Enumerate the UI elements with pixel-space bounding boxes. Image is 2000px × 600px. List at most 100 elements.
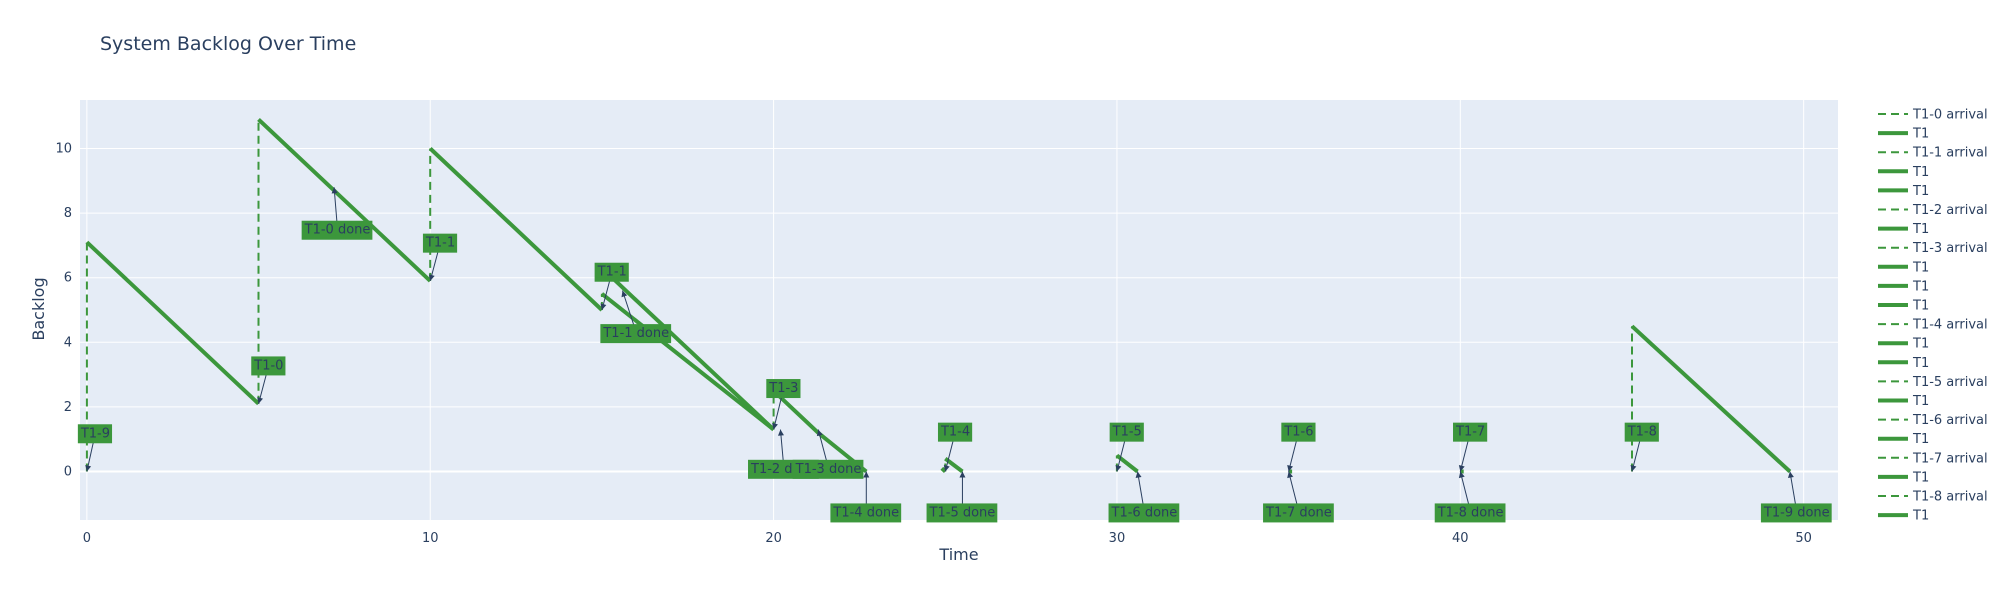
annotation-arrowhead [428,274,435,281]
annotation: T1-6 [1281,422,1316,472]
annotation: T1-9 done [1760,471,1832,523]
annotation: T1-8 done [1434,471,1506,523]
legend-item[interactable]: T1 [1878,394,1929,409]
legend-item[interactable]: T1 [1878,184,1929,199]
legend-label: T1-7 arrival [1912,451,1988,466]
annotation-label-bg [926,503,998,523]
annotation-label: T1-8 done [1437,505,1504,520]
annotation-arrowhead [1287,464,1294,472]
legend-label: T1 [1912,279,1929,294]
annotation-label-bg [422,233,458,253]
backlog-line-13 [940,466,947,473]
annotation-arrowhead [257,397,263,404]
annotation-arrowhead [863,471,870,478]
plot-area [80,100,1838,520]
legend-item[interactable]: T1 [1878,222,1929,237]
legend-item[interactable]: T1-6 arrival [1878,413,1988,428]
annotation-label-bg [1624,422,1659,442]
annotation-label: T1-0 done [304,223,371,238]
legend-item[interactable]: T1 [1878,260,1929,275]
legend-item[interactable]: T1-4 arrival [1878,318,1988,333]
annotation-label-bg [1434,503,1506,523]
annotation: T1-5 done [926,471,998,523]
y-tick-label: 8 [64,206,72,221]
y-tick-label: 0 [64,465,72,480]
legend-item[interactable]: T1-3 arrival [1878,241,1988,256]
legend-label: T1 [1912,470,1929,485]
chart-title: System Backlog Over Time [100,33,356,55]
annotation-label-bg [77,424,113,444]
annotation: T1-6 done [1108,471,1180,523]
annotation-label-bg [830,503,902,523]
legend-label: T1 [1912,127,1929,142]
legend-item[interactable]: T1 [1878,337,1929,352]
grid-layer [80,100,1838,520]
legend-item[interactable]: T1 [1878,470,1929,485]
x-tick-label: 30 [1109,531,1126,546]
annotation-label-bg [1108,503,1180,523]
legend-item[interactable]: T1-2 arrival [1878,203,1988,218]
annotation-arrowhead [943,464,950,472]
legend-label: T1 [1912,165,1929,180]
annotation-label-bg [1109,422,1144,442]
legend-item[interactable]: T1-5 arrival [1878,375,1988,390]
legend-label: T1 [1912,432,1929,447]
backlog-line-1 [85,240,260,406]
legend-label: T1-4 arrival [1912,318,1988,333]
legend-item[interactable]: T1 [1878,356,1929,371]
legend-item[interactable]: T1-1 arrival [1878,146,1988,161]
annotation: T1-3 done [792,429,864,479]
annotation-layer: T1-9 T1-0 T1-0 done T1-1 T1-1 T1-1 done T1-3 T1… [77,187,1832,523]
legend-item[interactable]: T1 [1878,299,1929,314]
legend-label: T1-3 arrival [1912,241,1988,256]
annotation-arrowhead [959,471,966,478]
x-tick-label: 40 [1452,531,1469,546]
legend-label: T1-0 arrival [1912,108,1988,123]
backlog-line-3 [257,117,432,283]
y-tick-label: 10 [55,141,72,156]
legend-label: T1-1 arrival [1912,146,1988,161]
legend-item[interactable]: T1 [1878,279,1929,294]
annotation-label-bg [301,220,373,240]
annotation-label-bg [251,356,286,376]
annotation-label-bg [792,459,864,479]
annotation-label-bg [1281,422,1316,442]
legend-label: T1 [1912,356,1929,371]
annotation: T1-3 [766,379,801,430]
legend-item[interactable]: T1 [1878,127,1929,142]
annotation: T1-5 [1109,422,1144,472]
annotation-arrowhead [621,290,628,298]
annotation-arrowhead [1115,464,1122,472]
annotation-label: T1-1 done [602,326,669,341]
annotation-label-bg [594,262,629,282]
annotation-label: T1-9 done [1763,505,1830,520]
annotation-label: T1-3 done [795,462,862,477]
annotation: T1-7 done [1263,471,1334,523]
legend-label: T1 [1912,299,1929,314]
y-tick-label: 6 [64,271,72,286]
legend-item[interactable]: T1 [1878,432,1929,447]
legend-item[interactable]: T1-8 arrival [1878,490,1988,505]
annotation-label: T1-5 [1112,425,1142,440]
legend[interactable]: T1-0 arrival T1 T1-1 arrival T1 T1 T1-2 arriv… [1878,108,1988,524]
annotation: T1-0 done [301,187,373,240]
annotation-label-bg [600,324,672,344]
legend-label: T1 [1912,337,1929,352]
x-tick-label: 0 [83,531,91,546]
annotation-arrowhead [772,422,778,430]
legend-label: T1 [1912,394,1929,409]
legend-item[interactable]: T1-7 arrival [1878,451,1988,466]
x-axis-title: Time [938,545,978,564]
annotation-label-bg [766,379,801,399]
annotation-arrowhead [777,429,784,436]
y-tick-label: 4 [64,335,72,350]
annotation-label: T1-6 [1283,425,1313,440]
annotation-arrowhead [331,187,338,194]
legend-label: T1-2 arrival [1912,203,1988,218]
legend-item[interactable]: T1-0 arrival [1878,108,1988,123]
legend-item[interactable]: T1 [1878,165,1929,180]
annotation: T1-1 [594,262,629,311]
annotation-label: T1-6 done [1111,505,1178,520]
legend-item[interactable]: T1 [1878,509,1929,524]
annotation-arrowhead [85,465,92,472]
